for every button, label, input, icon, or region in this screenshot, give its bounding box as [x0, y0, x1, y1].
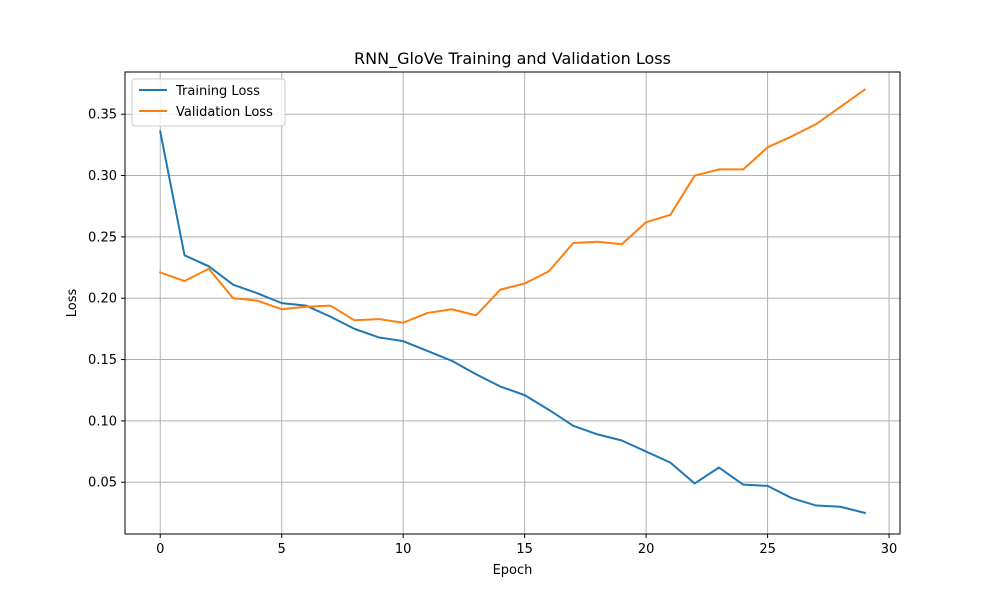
y-tick-label: 0.35 [88, 108, 117, 123]
legend-label-training-loss: Training Loss [175, 84, 260, 99]
chart-title: RNN_GloVe Training and Validation Loss [354, 49, 671, 69]
x-axis-ticks: 0 5 10 15 20 25 30 [156, 534, 897, 557]
y-axis-ticks: 0.05 0.10 0.15 0.20 0.25 0.30 0.35 [88, 108, 125, 491]
x-tick-label: 5 [278, 542, 286, 557]
y-axis-title: Loss [65, 289, 80, 318]
y-tick-label: 0.15 [88, 353, 117, 368]
x-axis-title: Epoch [493, 563, 533, 578]
y-tick-label: 0.20 [88, 292, 117, 307]
x-tick-label: 10 [395, 542, 412, 557]
plot-area-frame [124, 71, 901, 535]
x-tick-label: 0 [156, 542, 164, 557]
legend: Training Loss Validation Loss [131, 78, 286, 127]
legend-box [131, 78, 286, 127]
x-tick-label: 15 [516, 542, 533, 557]
grid-lines [125, 72, 900, 534]
series-line-validation-loss [158, 88, 867, 324]
y-tick-label: 0.25 [88, 230, 117, 245]
series-lines [158, 88, 867, 515]
plot-area-background [125, 72, 900, 534]
legend-label-validation-loss: Validation Loss [176, 105, 273, 120]
series-line-training-loss [159, 130, 866, 515]
y-tick-label: 0.30 [88, 169, 117, 184]
y-tick-label: 0.10 [88, 414, 117, 429]
y-tick-label: 0.05 [88, 476, 117, 491]
x-tick-label: 25 [759, 542, 776, 557]
x-tick-label: 20 [638, 542, 655, 557]
x-tick-label: 30 [881, 542, 898, 557]
